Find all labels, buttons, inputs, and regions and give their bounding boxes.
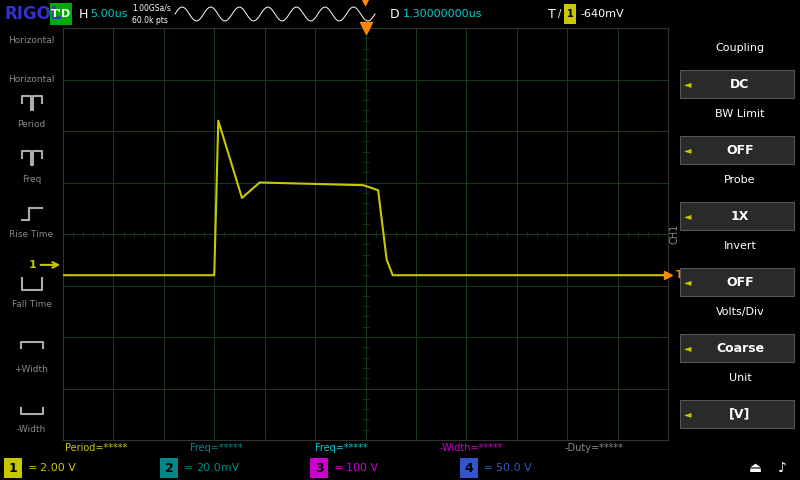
Text: -Width=*****: -Width=*****	[440, 443, 503, 453]
Bar	[680, 400, 794, 428]
Text: H: H	[79, 8, 88, 21]
Text: -Duty=*****: -Duty=*****	[565, 443, 624, 453]
Text: 2: 2	[165, 461, 174, 475]
Bar	[564, 4, 576, 24]
Text: T'D: T'D	[51, 9, 71, 19]
Text: ♪: ♪	[778, 461, 786, 475]
Text: T: T	[548, 8, 556, 21]
Text: 1: 1	[566, 9, 574, 19]
Text: 1X: 1X	[731, 210, 749, 223]
Bar	[160, 458, 178, 478]
Text: DC: DC	[730, 78, 750, 91]
Text: 4: 4	[465, 461, 474, 475]
Text: Invert: Invert	[723, 241, 757, 251]
Bar	[680, 136, 794, 164]
Bar	[680, 70, 794, 98]
Text: ◄: ◄	[684, 409, 691, 419]
Bar	[680, 202, 794, 230]
Text: =: =	[28, 463, 38, 473]
Text: ⏏: ⏏	[749, 461, 762, 475]
Text: /: /	[558, 9, 562, 19]
Text: =: =	[184, 463, 194, 473]
Text: 20.0mV: 20.0mV	[196, 463, 239, 473]
Text: 3: 3	[314, 461, 323, 475]
Bar	[4, 458, 22, 478]
Text: ◄: ◄	[684, 277, 691, 287]
Text: Freq: Freq	[22, 175, 41, 184]
Text: Rise Time: Rise Time	[10, 230, 54, 239]
Text: Freq=*****: Freq=*****	[190, 443, 242, 453]
Text: 100 V: 100 V	[346, 463, 378, 473]
Text: ◄: ◄	[684, 211, 691, 221]
Text: Fall Time: Fall Time	[11, 300, 51, 309]
Bar	[460, 458, 478, 478]
Text: 1.00GSa/s: 1.00GSa/s	[132, 3, 171, 12]
Text: =: =	[334, 463, 343, 473]
Text: Horizontal: Horizontal	[8, 75, 54, 84]
Text: Probe: Probe	[724, 175, 756, 185]
Text: Period=*****: Period=*****	[65, 443, 127, 453]
Text: 1.30000000us: 1.30000000us	[403, 9, 482, 19]
Text: Coarse: Coarse	[716, 342, 764, 355]
Bar	[50, 3, 72, 25]
Text: OFF: OFF	[726, 144, 754, 156]
Text: Volts/Div: Volts/Div	[716, 307, 764, 317]
Text: 50.0 V: 50.0 V	[496, 463, 532, 473]
Text: [V]: [V]	[730, 408, 750, 420]
Bar	[680, 268, 794, 296]
Text: Unit: Unit	[729, 373, 751, 383]
Text: ◄: ◄	[684, 79, 691, 89]
Text: Freq=*****: Freq=*****	[315, 443, 368, 453]
Text: 1: 1	[29, 260, 37, 270]
Text: CH1: CH1	[669, 224, 679, 244]
Text: T: T	[675, 270, 682, 280]
Text: -640mV: -640mV	[580, 9, 624, 19]
Text: -Width: -Width	[17, 425, 46, 434]
Text: 5.00us: 5.00us	[90, 9, 127, 19]
Text: =: =	[484, 463, 494, 473]
Text: ◄: ◄	[684, 343, 691, 353]
Text: Coupling: Coupling	[715, 43, 765, 53]
Bar	[310, 458, 328, 478]
Text: Horizontal: Horizontal	[8, 36, 54, 45]
Text: 60.0k pts: 60.0k pts	[132, 16, 168, 24]
Text: +Width: +Width	[14, 365, 49, 374]
Text: 1: 1	[9, 461, 18, 475]
Text: Period: Period	[18, 120, 46, 129]
Text: OFF: OFF	[726, 276, 754, 288]
Text: RIGOL: RIGOL	[4, 5, 62, 23]
Bar	[680, 334, 794, 362]
Text: BW Limit: BW Limit	[715, 109, 765, 119]
Text: ◄: ◄	[684, 145, 691, 155]
Text: D: D	[390, 8, 400, 21]
Text: 2.00 V: 2.00 V	[40, 463, 76, 473]
